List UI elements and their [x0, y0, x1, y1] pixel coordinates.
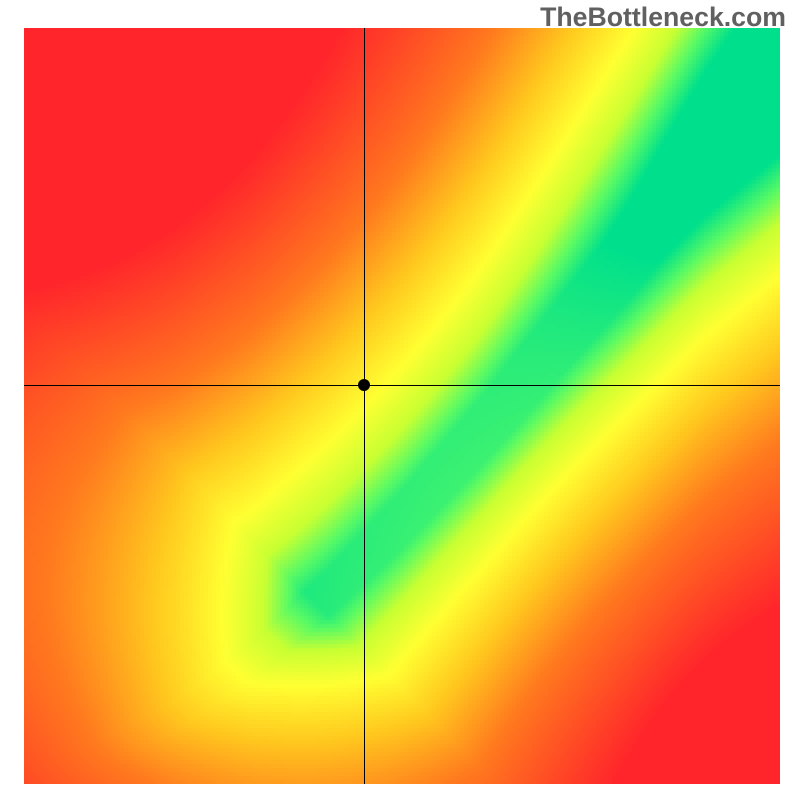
heatmap-canvas — [24, 28, 780, 784]
crosshair-vertical — [364, 28, 365, 784]
heatmap-plot — [24, 28, 780, 784]
chart-container: TheBottleneck.com — [0, 0, 800, 800]
crosshair-horizontal — [24, 385, 780, 386]
data-point-marker — [358, 379, 370, 391]
